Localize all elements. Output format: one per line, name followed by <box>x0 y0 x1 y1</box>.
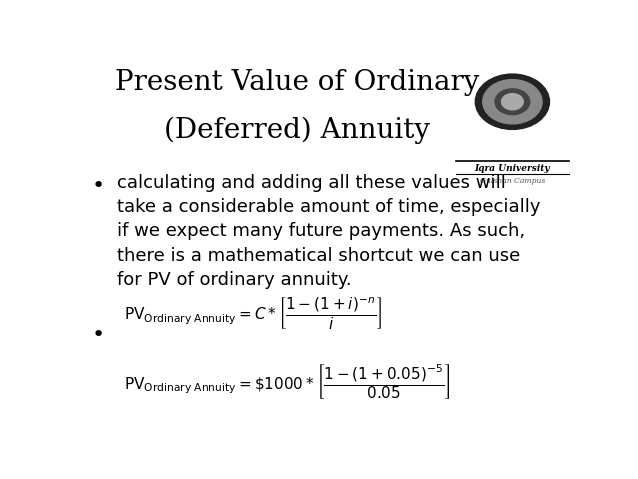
Circle shape <box>495 89 530 114</box>
Text: $\mathrm{PV}_{\mathrm{Ordinary\ Annuity}} = C * \left[\dfrac{1-(1+i)^{-n}}{i}\ri: $\mathrm{PV}_{\mathrm{Ordinary\ Annuity}… <box>124 296 382 332</box>
Circle shape <box>475 74 549 129</box>
Text: $\mathrm{PV}_{\mathrm{Ordinary\ Annuity}} = \$1000 * \left[\dfrac{1-(1+0.05)^{-5: $\mathrm{PV}_{\mathrm{Ordinary\ Annuity}… <box>124 362 450 401</box>
Text: (Deferred) Annuity: (Deferred) Annuity <box>165 116 430 144</box>
Text: calculating and adding all these values will
take a considerable amount of time,: calculating and adding all these values … <box>117 174 540 289</box>
Text: Iqra University: Iqra University <box>475 164 550 173</box>
Text: Present Value of Ordinary: Present Value of Ordinary <box>115 68 480 95</box>
Text: Gulshan Campus: Gulshan Campus <box>480 177 545 185</box>
Circle shape <box>501 93 523 110</box>
Circle shape <box>483 80 542 124</box>
Text: •: • <box>92 175 105 195</box>
Text: •: • <box>92 325 105 345</box>
